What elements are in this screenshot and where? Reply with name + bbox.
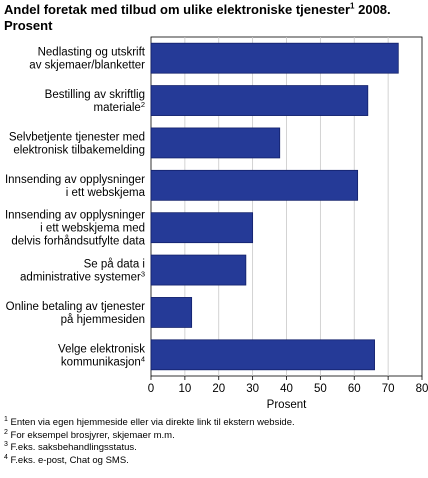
bar — [150, 339, 375, 371]
x-tick-label: 20 — [212, 383, 225, 395]
category-label-line: av skjemaer/blanketter — [29, 60, 145, 72]
x-tick-label: 0 — [148, 383, 154, 395]
category-label-line: i ett webskjema med — [40, 223, 145, 235]
footnote-1: 1 Enten via egen hjemmeside eller via di… — [4, 415, 424, 430]
category-label-line: på hjemmesiden — [61, 314, 145, 326]
category-labels: Nedlasting og utskrift av skjemaer/blanke… — [5, 47, 146, 369]
title-main: Andel foretak med tilbud om ulike elektr… — [4, 2, 351, 17]
bars — [150, 42, 399, 371]
footnote-mark: 3 — [4, 440, 8, 448]
bar — [150, 169, 359, 201]
category-label-line: kommunikasjon — [61, 356, 141, 368]
footnote-3: 3 F.eks. saksbehandlingsstatus. — [4, 440, 424, 455]
footnote-2: 2 For eksempel brosjyrer, skjemaer m.m. — [4, 428, 424, 443]
category-label-line: i ett webskjema — [66, 187, 146, 199]
footnote-text: F.eks. saksbehandlingsstatus. — [7, 442, 137, 453]
category-label-line: Velge elektronisk — [58, 343, 145, 355]
bar — [150, 212, 254, 244]
category-footnote-mark: 2 — [141, 100, 145, 109]
category-label-line: delvis forhåndsutfylte data — [11, 236, 145, 248]
bar — [150, 42, 399, 74]
category-label-line: Innsending av opplysninger — [5, 174, 145, 186]
footnote-text: F.eks. e-post, Chat og SMS. — [7, 454, 129, 466]
category-label-line: Innsending av opplysninger — [5, 210, 145, 222]
category-label: Velge elektronisk kommunikasjon4 — [58, 343, 145, 368]
bar-chart: 0 10 20 30 40 50 60 70 80 Prosent Nedlasting og u… — [5, 36, 428, 411]
category-label: Innsending av opplysninger i ett webskjem… — [5, 210, 146, 248]
footnote-text: For eksempel brosjyrer, skjemaer m.m. — [7, 429, 175, 441]
category-label: Bestilling av skriftlig materiale2 — [45, 89, 145, 114]
title-year: 2008. — [354, 2, 391, 17]
bar — [150, 85, 369, 116]
footnote-mark: 4 — [4, 453, 8, 461]
footnote-4: 4 F.eks. e-post, Chat og SMS. — [4, 453, 424, 468]
x-tick-label: 40 — [280, 383, 293, 395]
category-label-line: Online betaling av tjenester — [6, 301, 146, 313]
x-tick-label: 60 — [348, 383, 361, 395]
category-label-line: administrative systemer — [20, 272, 141, 284]
x-tick-label: 70 — [382, 383, 395, 395]
category-label: Online betaling av tjenester på hjemmesid… — [6, 301, 146, 326]
bar — [150, 254, 247, 286]
x-tick-label: 80 — [416, 383, 428, 395]
x-axis: 0 10 20 30 40 50 60 70 80 Prosent — [148, 376, 428, 411]
category-footnote-mark: 4 — [141, 354, 145, 363]
category-label: Selvbetjente tjenester med elektronisk ti… — [9, 131, 145, 156]
bar — [150, 127, 281, 159]
category-label: Innsending av opplysninger i ett webskjem… — [5, 174, 146, 199]
category-label-line: Bestilling av skriftlig — [45, 89, 145, 101]
category-label: Se på data i administrative systemer3 — [20, 259, 145, 284]
category-label: Nedlasting og utskrift av skjemaer/blanke… — [29, 47, 146, 72]
category-label-line: Selvbetjente tjenester med — [9, 131, 145, 143]
category-label-line: materiale — [94, 102, 141, 114]
footnote-mark: 2 — [4, 428, 8, 436]
footnotes: 1 Enten via egen hjemmeside eller via di… — [4, 415, 424, 468]
title-footnote-mark: 1 — [350, 1, 355, 11]
x-tick-label: 50 — [314, 383, 327, 395]
category-label-line: Nedlasting og utskrift — [38, 47, 146, 59]
footnote-text: Enten via egen hjemmeside eller via dire… — [7, 417, 295, 428]
footnote-mark: 1 — [4, 415, 8, 423]
title-unit: Prosent — [4, 18, 53, 33]
category-footnote-mark: 3 — [141, 270, 145, 279]
category-label-line: Se på data i — [84, 259, 145, 271]
x-tick-label: 10 — [178, 383, 191, 395]
category-label-line: elektronisk tilbakemelding — [13, 144, 145, 156]
bar — [150, 297, 193, 328]
chart-title: Andel foretak med tilbud om ulike elektr… — [4, 2, 424, 34]
x-tick-label: 30 — [246, 383, 259, 395]
x-axis-title: Prosent — [267, 399, 307, 411]
